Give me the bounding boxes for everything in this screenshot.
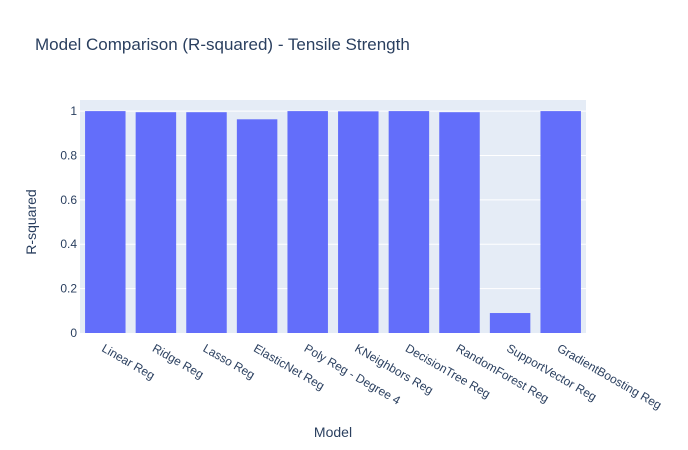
y-tick-label: 0.6 [60,193,77,207]
bar[interactable] [388,111,430,333]
y-tick-label: 0 [70,326,77,340]
y-tick-label: 0.4 [60,237,77,251]
y-tick-label: 1 [70,104,77,118]
bar[interactable] [135,112,177,333]
bar[interactable] [287,111,328,333]
bar[interactable] [236,119,278,333]
x-tick-label: RandomForest Reg [454,341,552,405]
bar[interactable] [489,313,531,333]
bars [85,111,581,334]
x-tick-label: Lasso Reg [201,341,258,382]
x-tick-label: Linear Reg [99,341,157,382]
y-tick-labels: 0 0.2 0.4 0.6 0.8 1 [60,104,77,340]
x-tick-label: DecisionTree Reg [403,341,493,401]
y-tick-label: 0.8 [60,148,77,162]
bar[interactable] [186,112,227,333]
chart-title: Model Comparison (R-squared) - Tensile S… [35,35,410,54]
y-axis-title: R-squared [23,189,39,254]
bar[interactable] [338,111,379,334]
x-tick-label: Ridge Reg [150,341,206,381]
bar[interactable] [439,112,480,333]
x-axis-title: Model [314,424,352,440]
bar[interactable] [540,111,581,333]
bar[interactable] [85,111,126,333]
y-tick-label: 0.2 [60,282,77,296]
x-tick-label: SupportVector Reg [504,341,599,404]
